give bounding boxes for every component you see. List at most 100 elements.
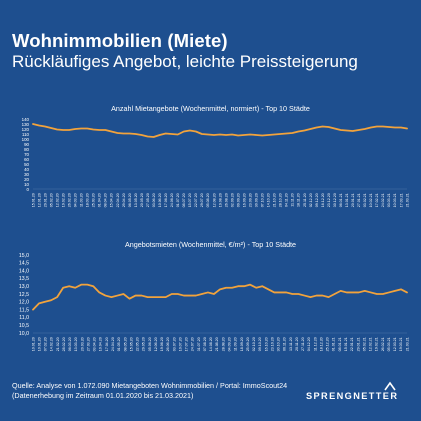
logo-text: SPRENGNETTER [306,391,399,401]
x-tick-label: 08.07.20 [182,193,186,207]
x-tick-label: 10.01.20 [37,337,41,351]
x-tick-label: 28.10.20 [279,193,283,207]
y-tick-label: 15,0 [19,253,29,259]
x-tick-label: 19.08.20 [218,193,222,207]
x-tick-label: 01.01.21 [332,337,336,351]
listings-chart-title: Anzahl Mietangebote (Wochenmittel, normi… [111,104,310,113]
y-tick-label: 60 [24,157,29,162]
x-tick-label: 17.06.20 [164,193,168,207]
y-tick-label: 10,0 [19,331,29,337]
page-subtitle: Rückläufiges Angebot, leichte Preissteig… [12,52,358,71]
x-tick-label: 05.08.20 [206,193,210,207]
series-line [32,123,408,138]
x-tick-label: 06.11.20 [283,337,287,351]
x-tick-label: 19.02.20 [61,193,65,207]
x-tick-label: 14.02.20 [50,337,54,351]
x-tick-label: 20.05.20 [140,193,144,207]
y-tick-label: 10,5 [19,323,29,329]
x-tick-label: 11.09.20 [234,337,238,351]
x-tick-label: 09.09.20 [236,193,240,207]
x-tick-label: 31.07.20 [197,337,201,351]
x-tick-label: 05.02.21 [362,337,366,351]
y-tick-label: 120 [22,127,30,132]
x-tick-label: 22.05.20 [136,337,140,351]
x-tick-label: 01.04.20 [98,193,102,207]
x-tick-label: 27.11.20 [301,337,305,351]
x-tick-label: 03.04.20 [93,337,97,351]
x-tick-label: 29.01.21 [356,337,360,351]
x-tick-label: 15.01.20 [31,193,35,207]
x-tick-label: 17.02.21 [375,193,379,207]
x-tick-label: 10.07.20 [178,337,182,351]
x-tick-label: 11.12.20 [313,337,317,351]
source-line-1: Quelle: Analyse von 1.072.090 Mietangebo… [12,381,288,390]
x-tick-label: 03.02.21 [363,193,367,207]
x-tick-label: 18.03.20 [86,193,90,207]
x-tick-label: 25.09.20 [246,337,250,351]
x-tick-label: 05.02.20 [49,193,53,207]
x-tick-label: 11.11.20 [291,193,295,206]
y-tick-label: 14,5 [19,261,29,267]
x-tick-label: 30.09.20 [254,193,258,207]
x-tick-label: 29.04.20 [122,193,126,207]
x-tick-label: 06.03.20 [68,337,72,351]
x-tick-label: 29.05.20 [142,337,146,351]
x-tick-label: 11.03.20 [80,193,84,207]
x-tick-label: 06.05.20 [128,193,132,207]
x-tick-label: 12.06.20 [154,337,158,351]
x-tick-label: 21.08.20 [215,337,219,351]
x-tick-label: 24.02.21 [381,193,385,207]
y-tick-label: 130 [22,122,30,127]
y-tick-label: 13,5 [19,276,29,282]
x-tick-label: 26.06.20 [166,337,170,351]
source-line-2: (Datenerhebung im Zeitraum 01.01.2020 bi… [12,390,194,400]
x-tick-label: 10.06.20 [158,193,162,207]
x-tick-label: 26.02.21 [381,337,385,351]
x-tick-label: 07.08.20 [203,337,207,351]
y-tick-label: 12,5 [19,292,29,298]
x-tick-label: 08.05.20 [123,337,127,351]
y-tick-label: 140 [22,117,30,122]
x-tick-label: 28.08.20 [221,337,225,351]
x-tick-label: 23.12.20 [327,193,331,207]
y-tick-label: 0 [27,187,30,192]
x-tick-label: 09.12.20 [315,193,319,207]
x-tick-label: 30.10.20 [277,337,281,351]
x-tick-label: 12.01.20 [37,193,41,207]
series-line [32,283,408,311]
x-tick-label: 15.01.21 [344,337,348,351]
x-tick-label: 04.12.20 [307,337,311,351]
y-tick-label: 110 [22,132,30,137]
x-tick-label: 02.12.20 [309,193,313,207]
x-tick-label: 22.04.20 [116,193,120,207]
x-tick-label: 12.02.20 [55,193,59,207]
x-tick-label: 04.11.20 [285,193,289,207]
x-tick-label: 02.09.20 [230,193,234,207]
x-tick-label: 20.03.20 [80,337,84,351]
x-tick-label: 13.03.20 [74,337,78,351]
x-tick-label: 03.03.21 [387,193,391,207]
source-note: Quelle: Analyse von 1.072.090 Mietangebo… [12,381,287,400]
y-tick-label: 50 [24,162,29,167]
sprengnetter-logo: SPRENGNETTER [306,381,410,407]
x-tick-label: 21.10.20 [273,193,277,207]
x-tick-label: 05.03.21 [387,337,391,351]
house-roof-icon [384,381,396,391]
x-tick-label: 30.12.20 [333,193,337,207]
x-tick-label: 29.07.20 [200,193,204,207]
y-tick-label: 13,0 [19,284,29,290]
x-tick-label: 19.02.21 [375,337,379,351]
y-tick-label: 80 [24,147,29,152]
x-tick-label: 27.03.20 [86,337,90,351]
x-tick-label: 22.07.20 [194,193,198,207]
x-tick-label: 25.12.20 [326,337,330,351]
x-tick-label: 18.11.20 [297,193,301,207]
x-tick-label: 08.04.20 [104,193,108,207]
x-tick-label: 18.12.20 [319,337,323,351]
y-tick-label: 70 [24,152,29,157]
y-tick-label: 11,5 [19,307,29,313]
x-tick-label: 07.10.20 [261,193,265,207]
x-tick-label: 21.03.21 [405,337,409,351]
x-tick-label: 05.06.20 [148,337,152,351]
